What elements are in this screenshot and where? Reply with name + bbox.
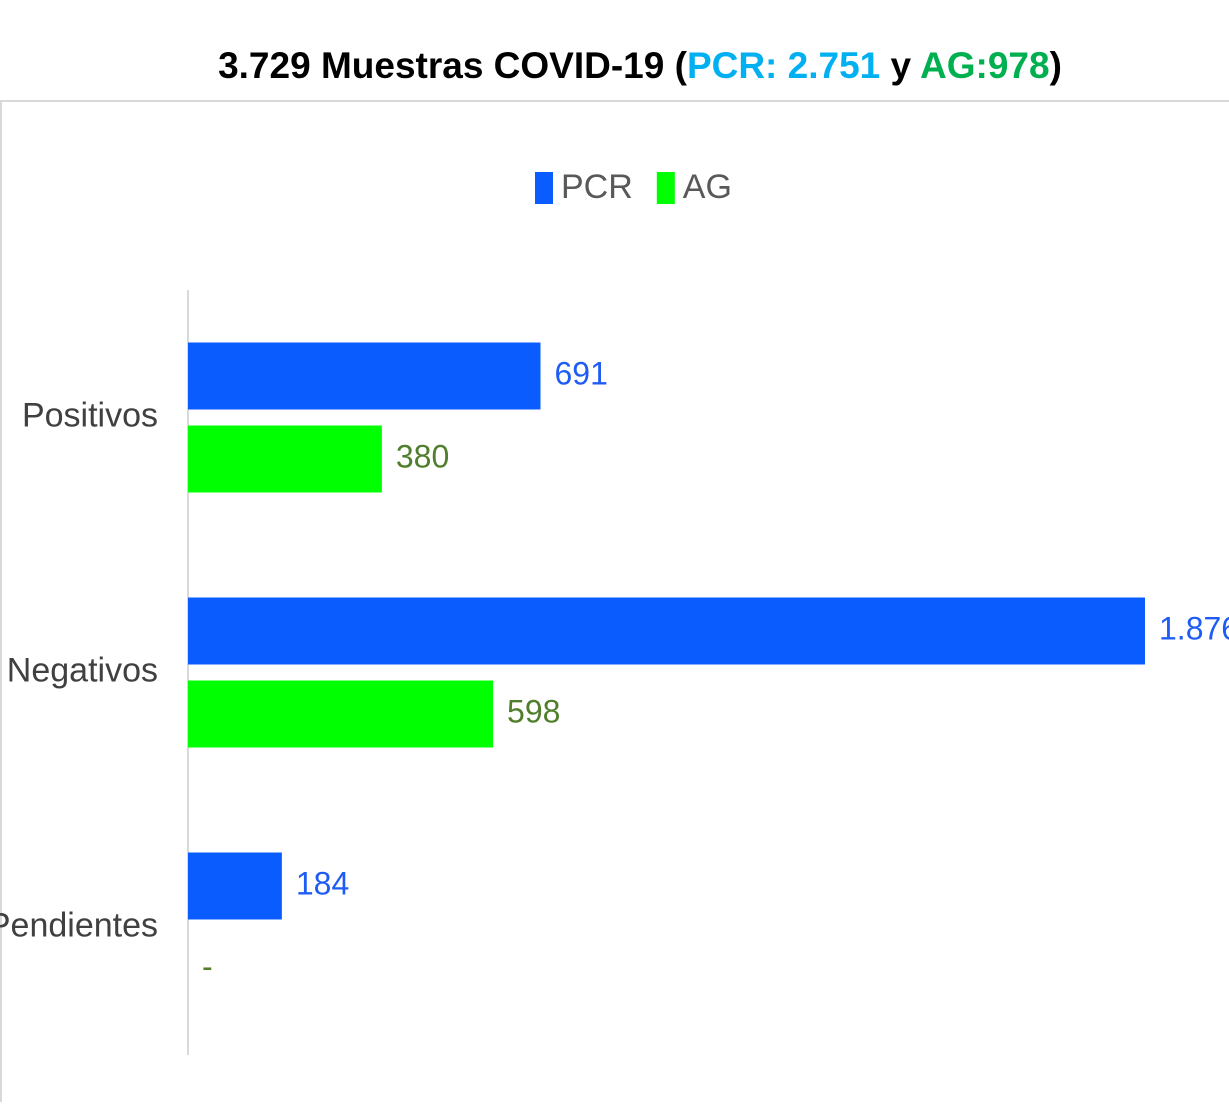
value-label: 598	[507, 693, 560, 729]
chart-title: 3.729 Muestras COVID-19 (PCR: 2.751 y AG…	[218, 45, 1062, 86]
bar	[188, 852, 282, 920]
value-label: 184	[296, 865, 349, 901]
legend-label: PCR	[561, 168, 633, 206]
title-part: PCR: 2.751	[687, 45, 880, 86]
title-part: AG:978	[920, 45, 1050, 86]
value-label: -	[202, 948, 213, 984]
title-part: )	[1050, 45, 1062, 86]
legend-swatch	[535, 172, 553, 204]
legend-label: AG	[683, 168, 732, 206]
bar	[188, 425, 382, 493]
category-label: Positivos	[22, 396, 158, 434]
title-part: 3.729 Muestras COVID-19 (	[218, 45, 688, 86]
bar	[188, 680, 494, 748]
bar	[188, 342, 541, 410]
chart-frame	[0, 100, 1229, 1107]
value-label: 691	[554, 355, 607, 391]
title-part: y	[880, 45, 920, 86]
legend-swatch	[656, 172, 675, 204]
category-label: Pendientes	[0, 906, 158, 944]
value-label: 1.876	[1159, 610, 1229, 646]
legend: PCR AG	[535, 168, 732, 206]
category-label: Negativos	[7, 651, 158, 689]
value-label: 380	[396, 438, 449, 474]
bar	[188, 597, 1145, 665]
